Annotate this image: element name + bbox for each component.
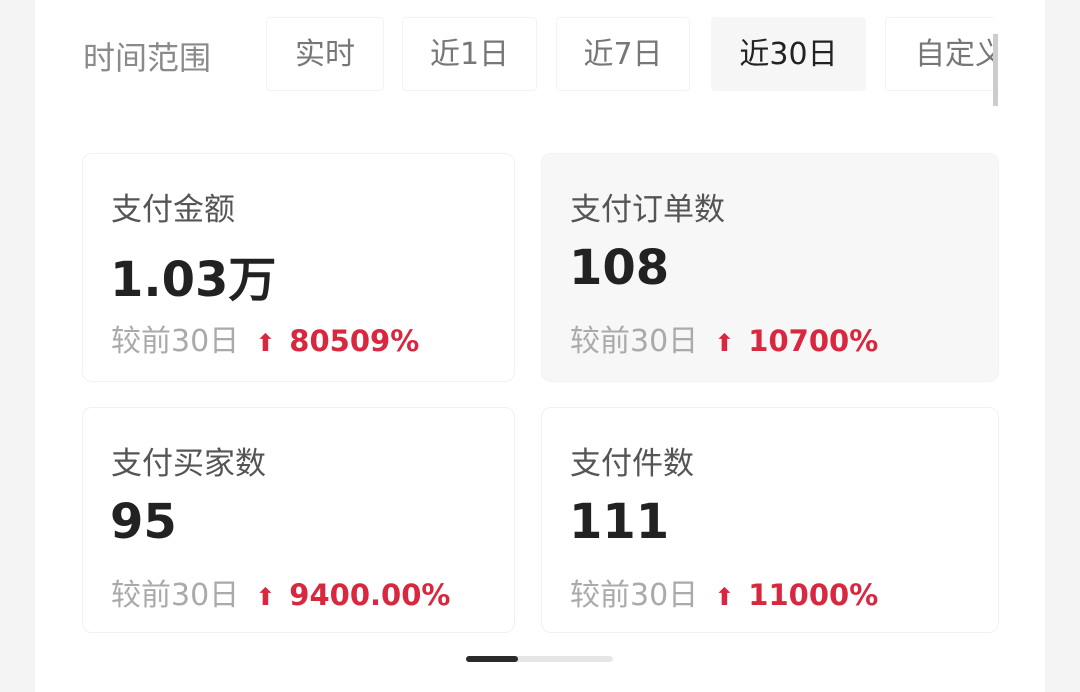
tab-1-day[interactable]: 近1日: [402, 17, 537, 91]
time-range-label: 时间范围: [83, 39, 212, 77]
page-indicator-active: [466, 656, 518, 662]
change-percent: 9400.00%: [289, 578, 451, 612]
compare-label: 较前30日: [570, 578, 699, 613]
compare-label: 较前30日: [111, 324, 240, 359]
metric-title: 支付金额: [111, 192, 235, 228]
metric-card-order-count[interactable]: 支付订单数 108 较前30日 ⬆ 10700%: [541, 153, 999, 382]
page-indicator-track: [466, 656, 613, 662]
change-percent: 10700%: [748, 324, 879, 358]
tab-realtime[interactable]: 实时: [266, 17, 384, 91]
metric-title: 支付买家数: [111, 446, 266, 482]
tabs-scrollbar[interactable]: [993, 34, 998, 106]
metric-value: 108: [569, 240, 670, 296]
metric-card-buyer-count[interactable]: 支付买家数 95 较前30日 ⬆ 9400.00%: [82, 407, 515, 633]
tab-custom[interactable]: 自定义: [885, 17, 993, 91]
metric-card-item-count[interactable]: 支付件数 111 较前30日 ⬆ 11000%: [541, 407, 999, 633]
time-range-tabs: 实时 近1日 近7日 近30日 自定义: [266, 17, 993, 91]
metric-card-payment-amount[interactable]: 支付金额 1.03万 较前30日 ⬆ 80509%: [82, 153, 515, 382]
metric-compare: 较前30日 ⬆ 9400.00%: [111, 570, 450, 614]
arrow-up-icon: ⬆: [255, 329, 276, 357]
metric-compare: 较前30日 ⬆ 80509%: [111, 316, 419, 360]
compare-label: 较前30日: [570, 324, 699, 359]
arrow-up-icon: ⬆: [255, 583, 276, 611]
metric-value: 95: [110, 494, 177, 550]
metric-value: 1.03万: [110, 252, 277, 308]
arrow-up-icon: ⬆: [714, 583, 735, 611]
metric-value: 111: [569, 494, 670, 550]
metric-title: 支付订单数: [570, 192, 725, 228]
arrow-up-icon: ⬆: [714, 329, 735, 357]
change-percent: 11000%: [748, 578, 879, 612]
tab-7-days[interactable]: 近7日: [556, 17, 690, 91]
metric-compare: 较前30日 ⬆ 11000%: [570, 570, 878, 614]
metric-title: 支付件数: [570, 446, 694, 482]
tab-30-days[interactable]: 近30日: [711, 17, 866, 91]
metric-compare: 较前30日 ⬆ 10700%: [570, 316, 878, 360]
change-percent: 80509%: [289, 324, 420, 358]
compare-label: 较前30日: [111, 578, 240, 613]
